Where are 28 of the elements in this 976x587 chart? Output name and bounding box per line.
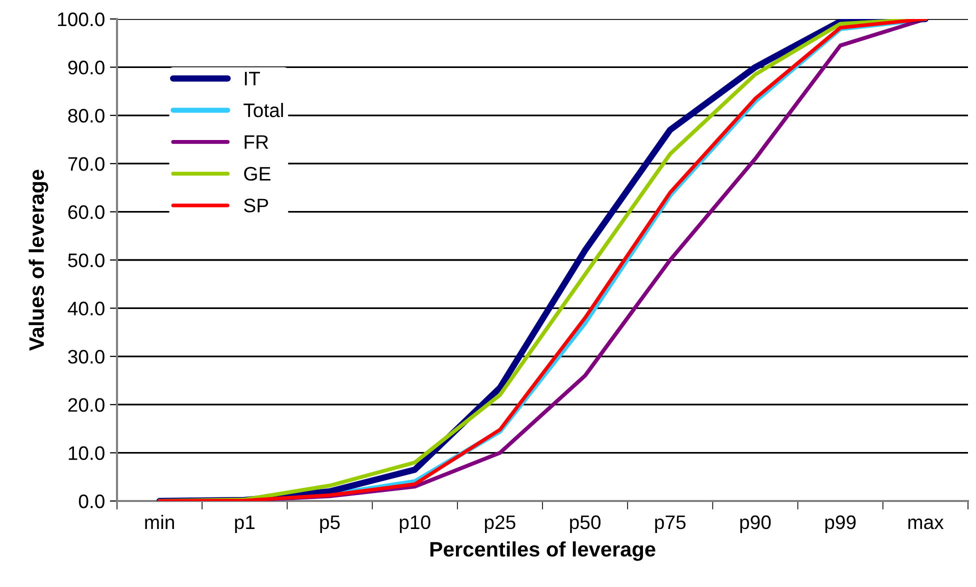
legend-label: IT bbox=[244, 72, 260, 86]
x-tick-label: min bbox=[145, 514, 174, 529]
legend-label: GE bbox=[244, 166, 270, 181]
x-tick-label: p25 bbox=[484, 515, 516, 534]
y-tick-label: 100.0 bbox=[58, 12, 104, 26]
y-tick-label: 50.0 bbox=[68, 253, 104, 268]
legend-label: FR bbox=[244, 135, 268, 149]
x-axis-title: Percentiles of leverage bbox=[430, 541, 656, 561]
y-tick-label: 20.0 bbox=[68, 398, 104, 412]
y-tick-label: 80.0 bbox=[68, 108, 104, 123]
x-tick-label: p5 bbox=[320, 516, 340, 534]
x-tick-label: p1 bbox=[235, 516, 255, 534]
y-tick-label: 60.0 bbox=[68, 205, 104, 220]
y-tick-label: 30.0 bbox=[68, 350, 104, 364]
x-tick-label: p50 bbox=[570, 515, 601, 534]
x-tick-label: max bbox=[908, 518, 944, 530]
y-tick-label: 40.0 bbox=[68, 302, 104, 316]
y-tick-label: 90.0 bbox=[68, 60, 104, 74]
y-tick-label: 10.0 bbox=[68, 446, 104, 460]
x-tick-label: p99 bbox=[825, 515, 856, 534]
y-tick-label: 0.0 bbox=[78, 494, 104, 508]
legend-label: SP bbox=[244, 198, 268, 212]
legend-label: Total bbox=[244, 102, 283, 118]
x-tick-label: p10 bbox=[400, 515, 430, 534]
x-tick-label: p90 bbox=[740, 515, 771, 534]
y-axis-title: Values of leverage bbox=[28, 170, 48, 351]
x-tick-label: p75 bbox=[655, 516, 686, 534]
y-tick-label: 70.0 bbox=[68, 157, 104, 171]
